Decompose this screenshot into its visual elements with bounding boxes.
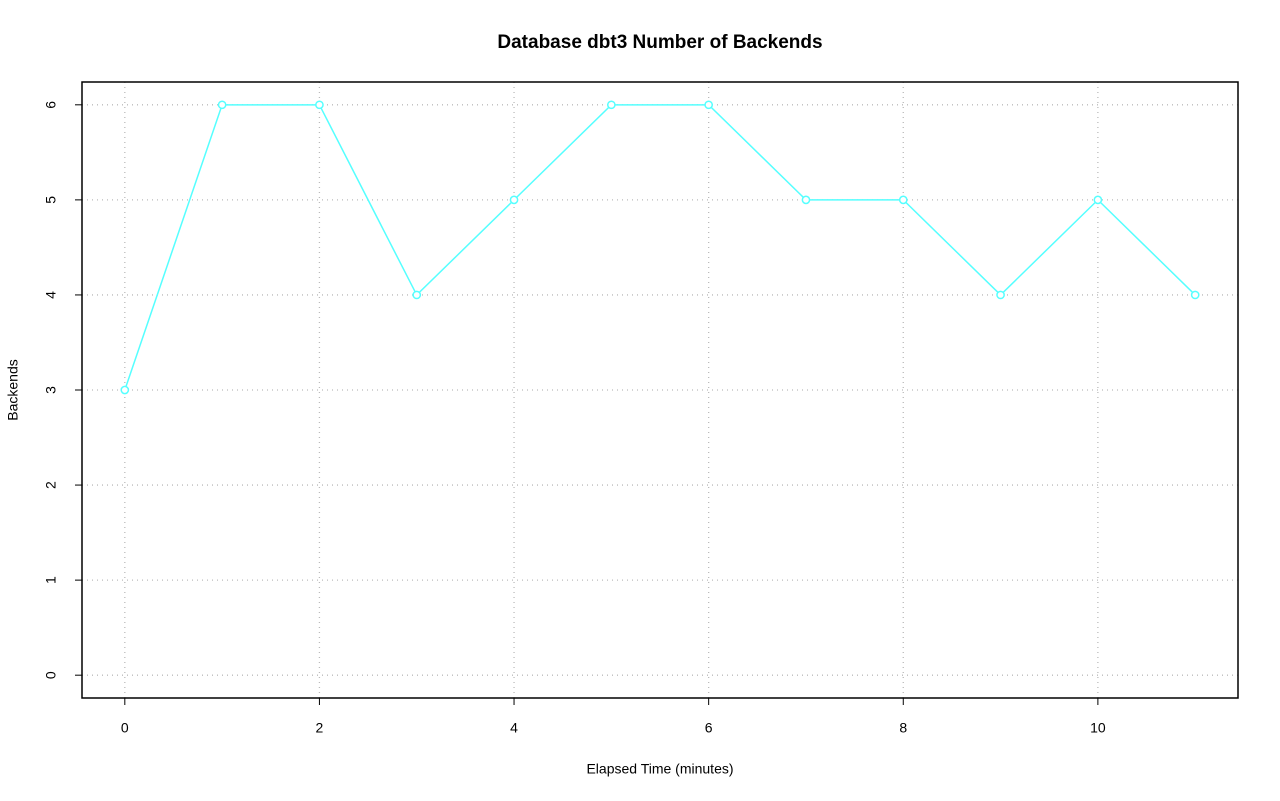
x-tick-label: 2 (316, 720, 324, 736)
point (898, 195, 908, 205)
point (996, 290, 1005, 300)
point (315, 100, 324, 110)
x-tick-label: 0 (121, 720, 129, 736)
point (120, 385, 130, 395)
line (124, 104, 1196, 391)
point (509, 195, 519, 205)
y-tick-label: 3 (43, 386, 59, 394)
y-tick-label: 6 (43, 101, 59, 109)
y-tick-label: 4 (43, 291, 59, 299)
y-tick-label: 0 (43, 671, 59, 679)
x-axis-label: Elapsed Time (minutes) (586, 761, 733, 777)
point (704, 100, 714, 110)
chart-title: Database dbt3 Number of Backends (497, 32, 822, 53)
point (412, 290, 422, 300)
point (217, 100, 227, 110)
x-tick-label: 8 (899, 720, 907, 736)
point (606, 100, 616, 110)
plot-frame (81, 81, 1239, 699)
x-tick-label: 4 (510, 720, 518, 736)
y-tick-label: 2 (43, 481, 59, 489)
y-tick-label: 1 (43, 576, 59, 584)
point (801, 195, 811, 205)
point (1093, 195, 1103, 205)
x-tick-label: 6 (705, 720, 713, 736)
x-tick-label: 10 (1090, 720, 1106, 736)
y-tick-label: 5 (43, 196, 59, 204)
y-axis-label: Backends (5, 359, 21, 420)
point (1190, 290, 1200, 300)
